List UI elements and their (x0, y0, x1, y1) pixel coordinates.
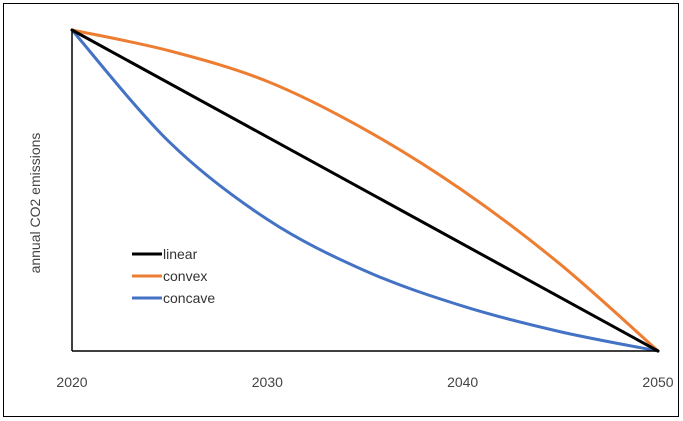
legend: linear convex concave (132, 246, 215, 306)
axes (71, 30, 658, 352)
y-axis-label: annual CO2 emissions (27, 133, 43, 274)
series-line-concave (70, 28, 660, 353)
x-tick-labels: 2020 2030 2040 2050 (56, 374, 673, 390)
legend-label-linear: linear (163, 246, 198, 262)
x-tick-label-2030: 2030 (252, 374, 283, 390)
x-tick-label-2020: 2020 (56, 374, 87, 390)
x-tick-label-2040: 2040 (447, 374, 478, 390)
plot-lines (70, 28, 660, 353)
series-line-linear (70, 28, 660, 353)
x-tick-label-2050: 2050 (642, 374, 673, 390)
chart-frame (3, 3, 679, 417)
series-line-convex (70, 28, 660, 353)
legend-label-concave: concave (163, 290, 215, 306)
legend-label-convex: convex (163, 268, 207, 284)
